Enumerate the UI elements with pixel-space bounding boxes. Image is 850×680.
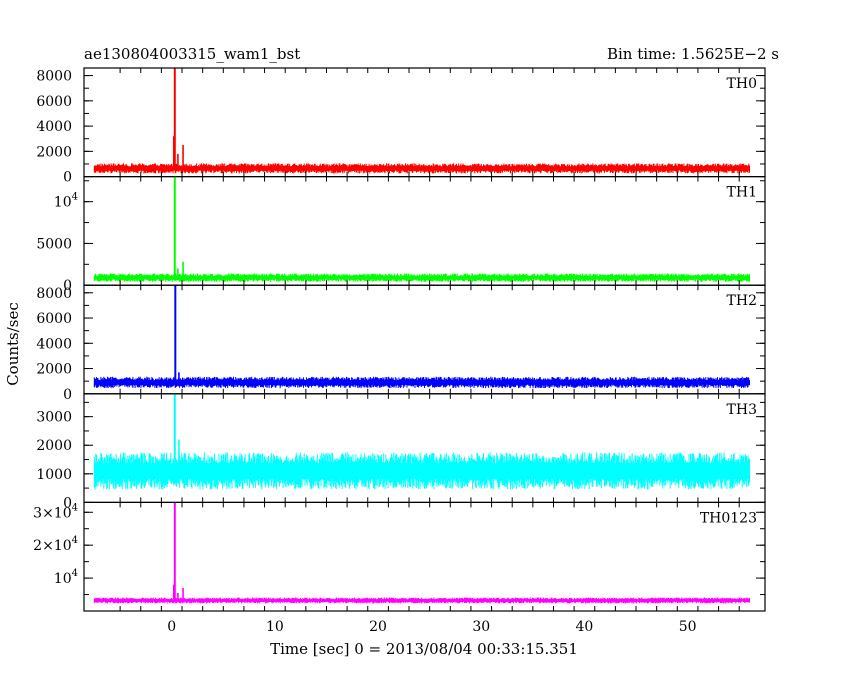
x-tick-label: 10: [266, 619, 284, 635]
panel-label-th1: TH1: [727, 185, 757, 201]
y-axis-label: Counts/sec: [4, 302, 22, 386]
panel-frame: [83, 501, 766, 612]
panel-frame: [83, 67, 766, 178]
y-tick-label: 6000: [36, 311, 72, 327]
y-tick-label: 2000: [36, 438, 72, 454]
x-tick-label: 50: [679, 619, 697, 635]
series-trace-th0123: [93, 597, 751, 604]
y-tick-label: 8000: [36, 286, 72, 302]
x-tick-label: 40: [576, 619, 594, 635]
panel-label-th3: TH3: [727, 402, 757, 418]
panel-label-th0123: TH0123: [700, 510, 757, 526]
y-tick-label: 2000: [36, 362, 72, 378]
y-tick-label: 0: [63, 387, 72, 403]
chart-title-left: ae130804003315_wam1_bst: [84, 45, 300, 63]
x-tick-label: 0: [167, 619, 176, 635]
y-tick-label: 6000: [36, 94, 72, 110]
panel-label-th2: TH2: [727, 293, 757, 309]
y-tick-label: 1000: [36, 467, 72, 483]
panel-label-th0: TH0: [727, 76, 757, 92]
y-tick-label: 104: [54, 568, 78, 587]
y-tick-label: 0: [63, 495, 72, 511]
series-trace-th1: [93, 273, 751, 282]
y-tick-label: 8000: [36, 69, 72, 85]
series-trace-th2: [93, 376, 751, 389]
x-axis-label: Time [sec] 0 = 2013/08/04 00:33:15.351: [270, 640, 578, 658]
y-tick-label: 5000: [36, 236, 72, 252]
y-tick-label: 104: [54, 192, 78, 211]
y-tick-label: 0: [63, 170, 72, 186]
y-tick-label: 2000: [36, 144, 72, 160]
y-tick-label: 4000: [36, 119, 72, 135]
x-tick-label: 30: [472, 619, 490, 635]
y-tick-label: 3000: [36, 410, 72, 426]
y-tick-label: 0: [63, 278, 72, 294]
series-trace-th3: [93, 452, 751, 490]
y-tick-label: 2×104: [33, 535, 78, 554]
chart-title-right: Bin time: 1.5625E−2 s: [607, 45, 779, 63]
series-trace-th0: [93, 163, 751, 174]
panel-frame: [83, 176, 766, 286]
y-tick-label: 4000: [36, 336, 72, 352]
y-tick-label: 3×104: [33, 502, 78, 521]
x-tick-label: 20: [369, 619, 387, 635]
